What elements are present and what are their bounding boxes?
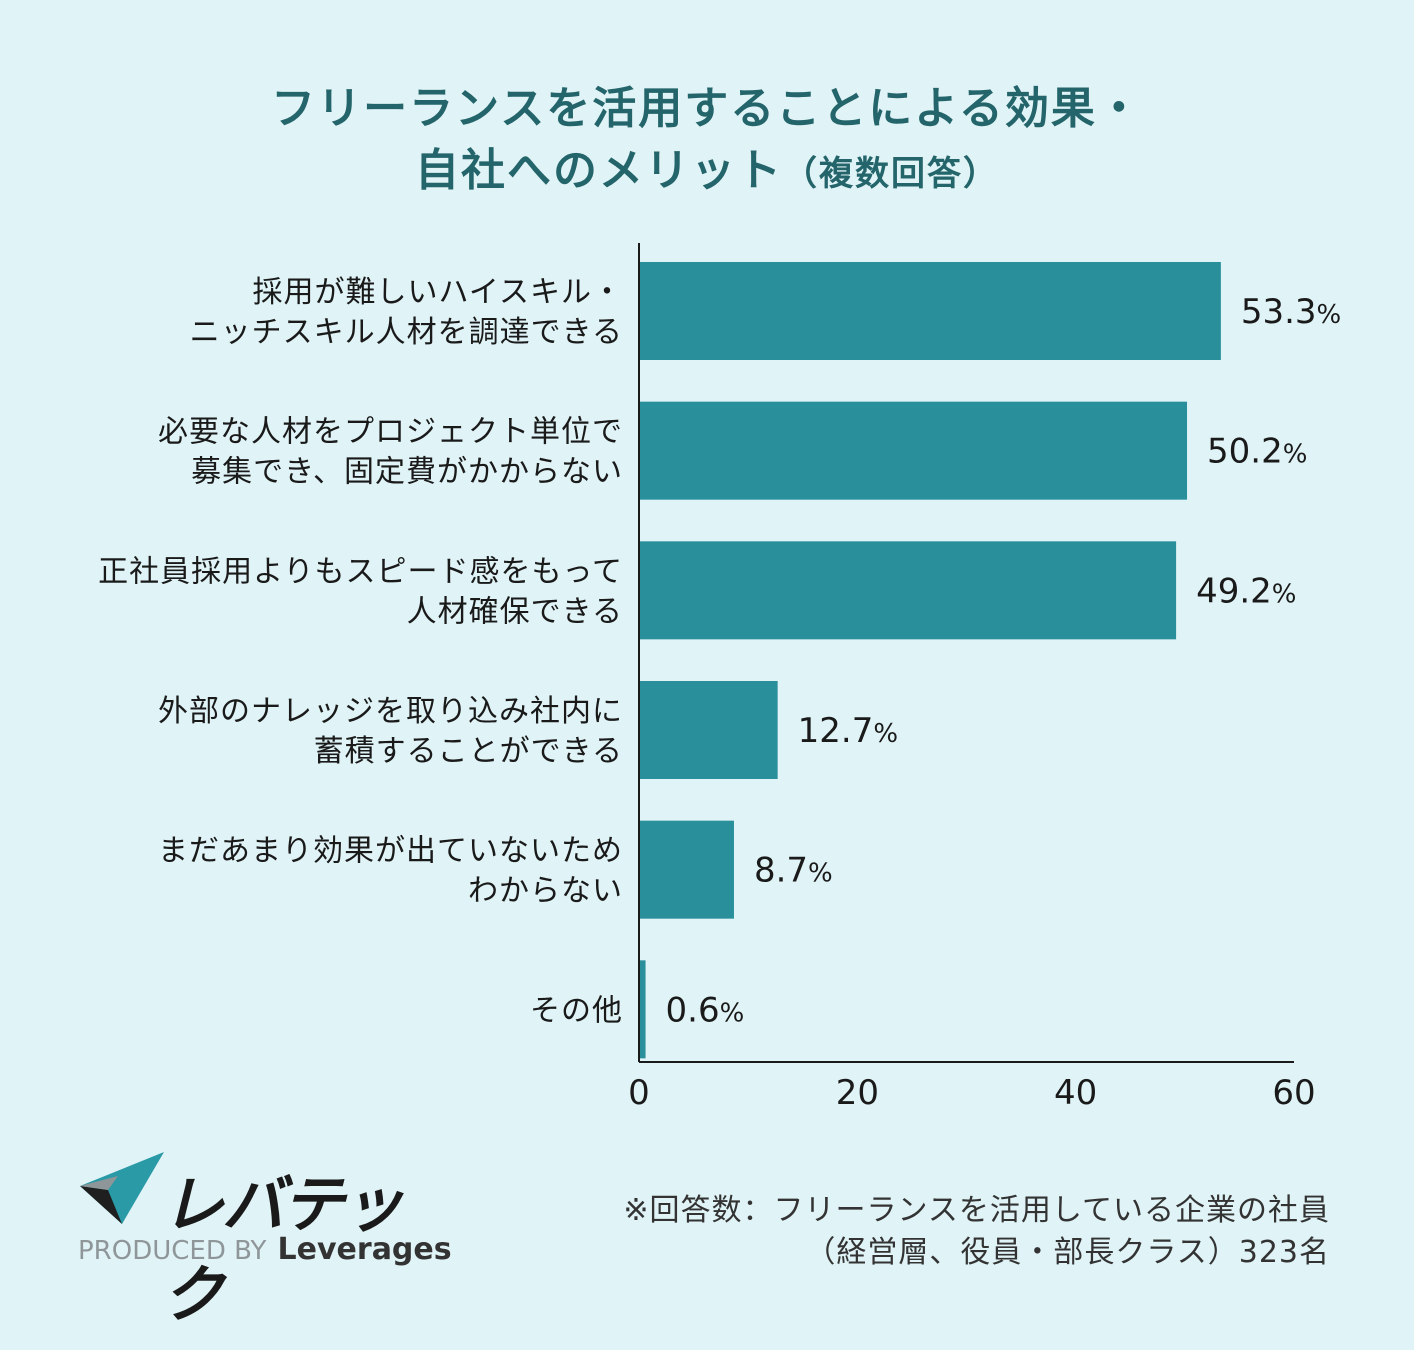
leverages-logo: レバテック PRODUCED BY Leverages	[78, 1150, 452, 1331]
value-label-1: 50.2%	[1207, 432, 1307, 472]
bar-chart: 53.3% 採用が難しいハイスキル・ニッチスキル人材を調達できる 50.2% 必要な人…	[98, 243, 1341, 1113]
footnote-line-2: （経営層、役員・部長クラス）323名	[805, 1235, 1330, 1270]
category-label-2-1: 人材確保できる	[407, 594, 623, 629]
value-label-2: 49.2%	[1196, 571, 1296, 611]
value-label-5: 0.6%	[666, 990, 745, 1030]
bar-1	[639, 401, 1188, 500]
category-label-0-1: ニッチスキル人材を調達できる	[190, 315, 623, 350]
bar-0	[639, 262, 1221, 360]
category-label-2-0: 正社員採用よりもスピード感をもって	[98, 554, 623, 589]
chart-title: フリーランスを活用することによる効果・ 自社へのメリット（複数回答）	[0, 78, 1414, 205]
bar-5	[639, 960, 646, 1059]
logo-wordmark: レバテック	[162, 1168, 404, 1331]
category-label-5-0: その他	[530, 993, 623, 1028]
value-label-3: 12.7%	[798, 711, 898, 751]
category-label-3-0: 外部のナレッジを取り込み社内に	[158, 694, 623, 729]
bar-2	[639, 541, 1177, 640]
x-tick-label-2: 40	[1054, 1073, 1097, 1113]
logo-arrow-icon	[80, 1152, 164, 1224]
x-tick-label-3: 60	[1272, 1073, 1315, 1113]
title-line-1: フリーランスを活用することによる効果・	[271, 83, 1143, 134]
value-label-4: 8.7%	[754, 851, 833, 891]
x-tick-label-1: 20	[836, 1073, 879, 1113]
bar-4	[639, 820, 734, 919]
category-label-4-1: わからない	[468, 874, 623, 909]
category-label-1-0: 必要な人材をプロジェクト単位で	[158, 415, 623, 450]
logo-tagline: PRODUCED BY Leverages	[78, 1232, 452, 1267]
footnote-line-1: ※回答数：フリーランスを活用している企業の社員	[623, 1193, 1330, 1228]
produced-by-text: PRODUCED BY	[78, 1236, 267, 1266]
x-tick-label-0: 0	[628, 1073, 650, 1113]
category-label-0-0: 採用が難しいハイスキル・	[253, 275, 624, 310]
title-line-2-main: 自社へのメリット	[415, 145, 783, 196]
title-paren: （複数回答）	[783, 154, 999, 194]
footnote: ※回答数：フリーランスを活用している企業の社員 （経営層、役員・部長クラス）32…	[623, 1190, 1330, 1274]
title-line-2: 自社へのメリット（複数回答）	[0, 140, 1414, 205]
bar-3	[639, 681, 778, 779]
category-label-4-0: まだあまり効果が出ていないため	[158, 834, 623, 869]
category-label-3-1: 蓄積することができる	[314, 734, 623, 769]
category-label-1-1: 募集でき、固定費がかからない	[191, 455, 623, 490]
value-label-0: 53.3%	[1241, 292, 1341, 332]
leverages-brand-text: Leverages	[277, 1232, 452, 1267]
